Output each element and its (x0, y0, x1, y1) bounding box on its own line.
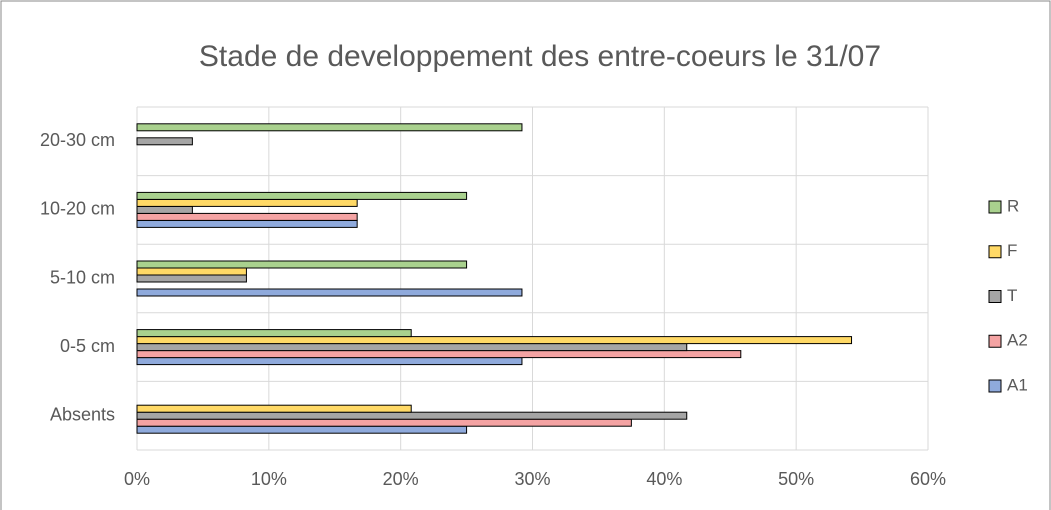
legend-label: T (1007, 286, 1017, 305)
legend-swatch (988, 379, 1002, 393)
x-tick-label: 20% (383, 469, 419, 489)
bar (136, 212, 358, 221)
bar (136, 404, 412, 413)
legend-swatch (988, 290, 1002, 303)
x-tick-label: 50% (778, 469, 814, 489)
bar (136, 425, 468, 434)
bar (136, 260, 468, 269)
y-tick-label: Absents (50, 404, 115, 424)
bar (136, 219, 358, 228)
legend-swatch (988, 334, 1002, 348)
bar (136, 205, 193, 214)
y-tick-label: 10-20 cm (40, 199, 115, 219)
bar (136, 123, 523, 132)
bar (136, 267, 247, 276)
x-tick-label: 60% (910, 469, 946, 489)
bar (136, 288, 523, 297)
bar (136, 418, 632, 427)
x-tick-label: 30% (514, 469, 550, 489)
legend-swatch (988, 245, 1002, 259)
bar (136, 411, 688, 420)
x-tick-label: 40% (646, 469, 682, 489)
bar (136, 274, 247, 283)
legend-swatch (988, 200, 1002, 214)
x-tick-label: 0% (124, 469, 150, 489)
chart-title: Stade de developpement des entre-coeurs … (199, 40, 881, 73)
y-tick-label: 5-10 cm (50, 267, 115, 287)
bar (136, 191, 468, 200)
bar (136, 350, 742, 359)
bar (136, 198, 358, 207)
y-tick-label: 20-30 cm (40, 130, 115, 150)
legend-label: R (1007, 196, 1019, 215)
bar (136, 336, 853, 345)
legend-label: A1 (1007, 375, 1028, 394)
bar (136, 137, 193, 146)
y-tick-label: 0-5 cm (60, 336, 115, 356)
legend-label: A2 (1007, 331, 1028, 350)
legend-label: F (1007, 241, 1017, 260)
bar (136, 329, 412, 338)
x-tick-label: 10% (251, 469, 287, 489)
bar (136, 343, 688, 352)
bar (136, 357, 523, 366)
